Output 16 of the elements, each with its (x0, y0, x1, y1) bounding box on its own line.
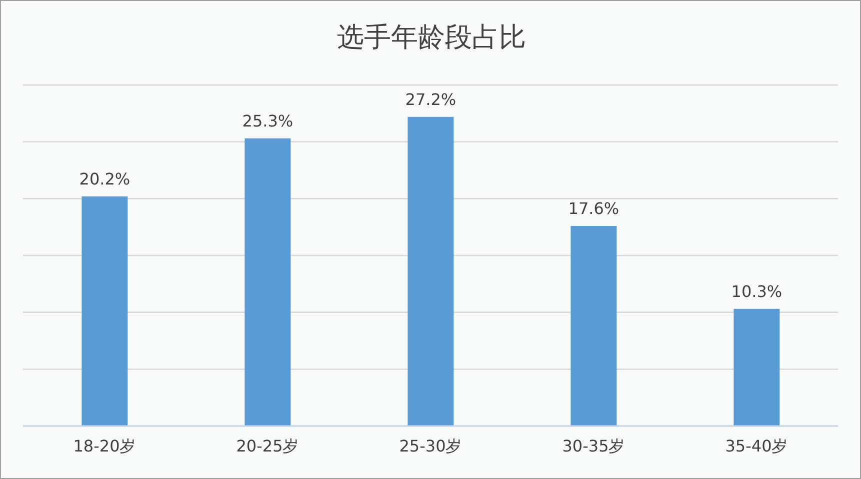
data-label: 25.3% (242, 111, 294, 130)
x-tick-label: 35-40岁 (725, 436, 788, 456)
data-label: 17.6% (568, 198, 620, 218)
bar (408, 116, 454, 426)
bar (244, 138, 291, 426)
x-tick-label: 18-20岁 (73, 436, 136, 456)
data-label: 27.2% (405, 90, 456, 109)
x-tick-label: 30-35岁 (562, 436, 625, 456)
data-label: 20.2% (79, 169, 130, 188)
bar (570, 226, 617, 426)
data-label: 10.3% (731, 282, 782, 301)
chart-title: 选手年龄段占比 (336, 21, 527, 55)
x-tick-label: 25-30岁 (399, 436, 462, 456)
x-tick-label: 20-25岁 (236, 436, 299, 456)
bar (82, 196, 128, 426)
bar (734, 308, 780, 426)
